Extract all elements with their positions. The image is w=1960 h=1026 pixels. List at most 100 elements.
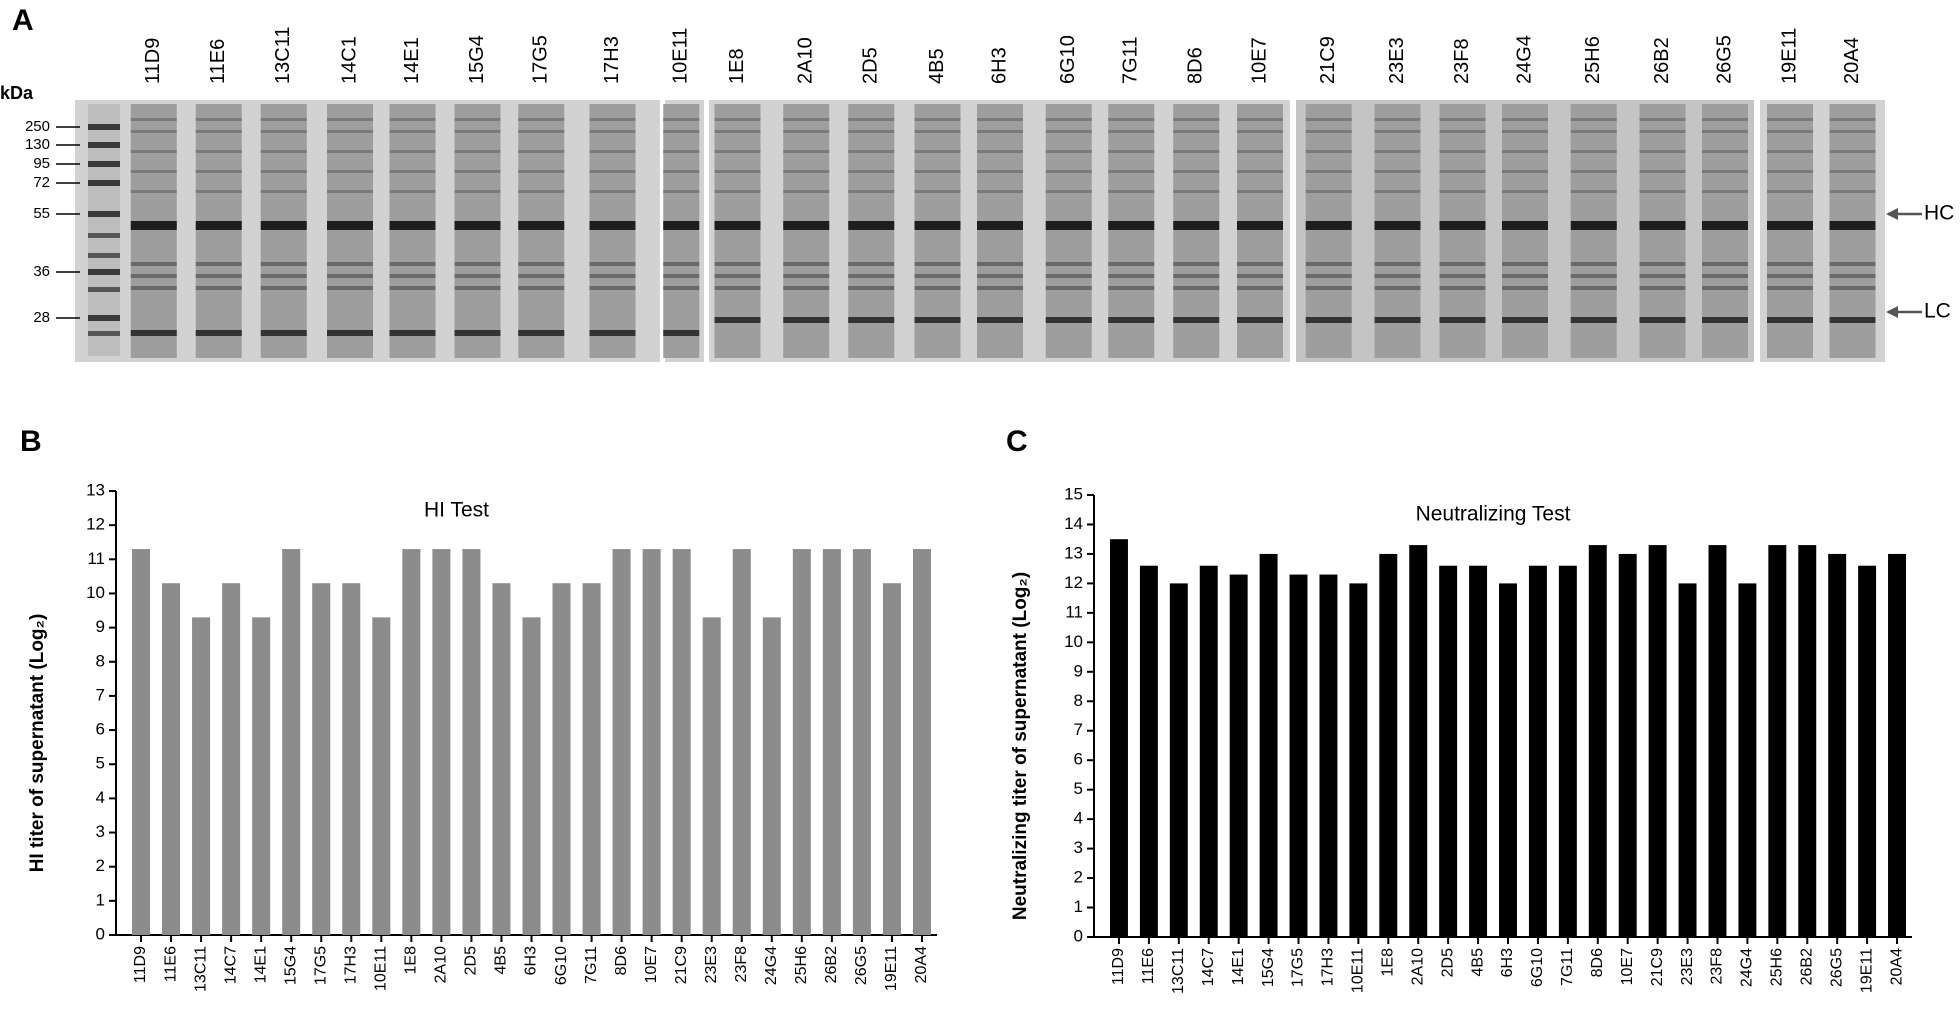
lane-label: 15G4 xyxy=(466,35,488,84)
bar xyxy=(822,549,841,935)
lane-band xyxy=(1570,286,1617,290)
lane-label: 7G11 xyxy=(1120,37,1142,84)
lane-band xyxy=(1570,262,1617,266)
marker-label: 250 xyxy=(25,118,50,135)
lane-band xyxy=(1502,118,1548,121)
marker-band xyxy=(88,331,120,336)
hc-band xyxy=(1108,221,1155,230)
bar xyxy=(852,549,871,935)
lane xyxy=(454,104,501,358)
lane-band xyxy=(589,274,636,278)
lane xyxy=(1305,104,1352,358)
lane-band xyxy=(1305,262,1352,266)
lane-label: 11E6 xyxy=(207,39,229,84)
lane xyxy=(1237,104,1283,358)
lane xyxy=(1639,104,1686,358)
lane-band xyxy=(1767,130,1813,133)
lane-band xyxy=(130,150,177,153)
lane-band xyxy=(589,262,636,266)
bar xyxy=(252,617,271,935)
lane-band xyxy=(518,130,565,133)
bar xyxy=(582,583,601,935)
marker-label: 130 xyxy=(25,136,50,153)
lane-band xyxy=(1439,190,1486,193)
bar xyxy=(1439,565,1458,937)
x-tick-label: 8D6 xyxy=(613,946,630,975)
lane-band xyxy=(195,274,242,278)
x-tick-label: 2D5 xyxy=(463,946,480,975)
lane-band xyxy=(1639,150,1686,153)
lane-band xyxy=(1570,130,1617,133)
lane-band xyxy=(1237,150,1283,153)
lc-band xyxy=(1829,317,1876,323)
hc-band xyxy=(1639,221,1686,230)
x-tick-label: 6H3 xyxy=(1499,948,1516,977)
marker-band xyxy=(88,211,120,217)
lane-band xyxy=(663,190,700,193)
lane-band xyxy=(1374,274,1421,278)
bar xyxy=(792,549,811,935)
lane xyxy=(1502,104,1548,358)
lane-band xyxy=(914,274,961,278)
lane-band xyxy=(714,150,761,153)
lane-band xyxy=(1502,274,1548,278)
y-tick-label: 1 xyxy=(1074,897,1083,916)
bar xyxy=(1349,583,1368,937)
x-tick-label: 1E8 xyxy=(403,946,420,975)
x-tick-label: 26G5 xyxy=(1828,948,1845,987)
lane-band xyxy=(914,170,961,173)
x-tick-label: 6H3 xyxy=(523,946,540,975)
lane-band xyxy=(1108,130,1155,133)
y-tick-label: 10 xyxy=(86,583,105,602)
lane xyxy=(663,104,700,358)
lane-band xyxy=(1045,274,1092,278)
y-tick-label: 12 xyxy=(86,515,105,534)
y-tick-label: 6 xyxy=(96,720,105,739)
lane-band xyxy=(327,150,373,153)
bar xyxy=(672,549,691,935)
hc-band xyxy=(1570,221,1617,230)
lane-band xyxy=(1702,130,1748,133)
lane-band xyxy=(260,130,307,133)
lane-band xyxy=(1108,150,1155,153)
hc-band xyxy=(783,221,830,230)
bar xyxy=(1139,565,1158,937)
lane-band xyxy=(130,262,177,266)
lc-band xyxy=(663,330,700,336)
lane-band xyxy=(1374,118,1421,121)
lane-band xyxy=(663,170,700,173)
bar xyxy=(1558,565,1577,937)
arrow-head xyxy=(1886,306,1898,318)
y-tick-label: 7 xyxy=(1074,720,1083,739)
lane xyxy=(1108,104,1155,358)
lc-band xyxy=(1439,317,1486,323)
x-tick-label: 8D6 xyxy=(1589,948,1606,977)
y-tick-label: 0 xyxy=(96,924,105,943)
lane-band xyxy=(1439,262,1486,266)
lane-band xyxy=(130,286,177,290)
x-tick-label: 2A10 xyxy=(433,946,450,983)
lane-band xyxy=(714,286,761,290)
marker-band xyxy=(88,124,120,130)
chart-title: HI Test xyxy=(424,499,489,522)
x-tick-label: 11D9 xyxy=(1110,948,1127,985)
x-tick-label: 21C9 xyxy=(673,946,690,984)
hc-band xyxy=(714,221,761,230)
bar xyxy=(1888,553,1907,937)
y-tick-label: 9 xyxy=(1074,661,1083,680)
lane-band xyxy=(1639,286,1686,290)
y-tick-label: 5 xyxy=(1074,779,1083,798)
hc-band xyxy=(1702,221,1748,230)
lane xyxy=(518,104,565,358)
lc-band xyxy=(1502,317,1548,323)
lane-band xyxy=(914,130,961,133)
lane-band xyxy=(977,130,1023,133)
lane-band xyxy=(1829,170,1876,173)
hc-band xyxy=(260,221,307,230)
marker-band xyxy=(88,253,120,258)
lane-band xyxy=(327,170,373,173)
lane-label: 4B5 xyxy=(926,48,948,84)
hc-band xyxy=(389,221,436,230)
lane-band xyxy=(1502,190,1548,193)
x-tick-label: 25H6 xyxy=(793,946,810,984)
